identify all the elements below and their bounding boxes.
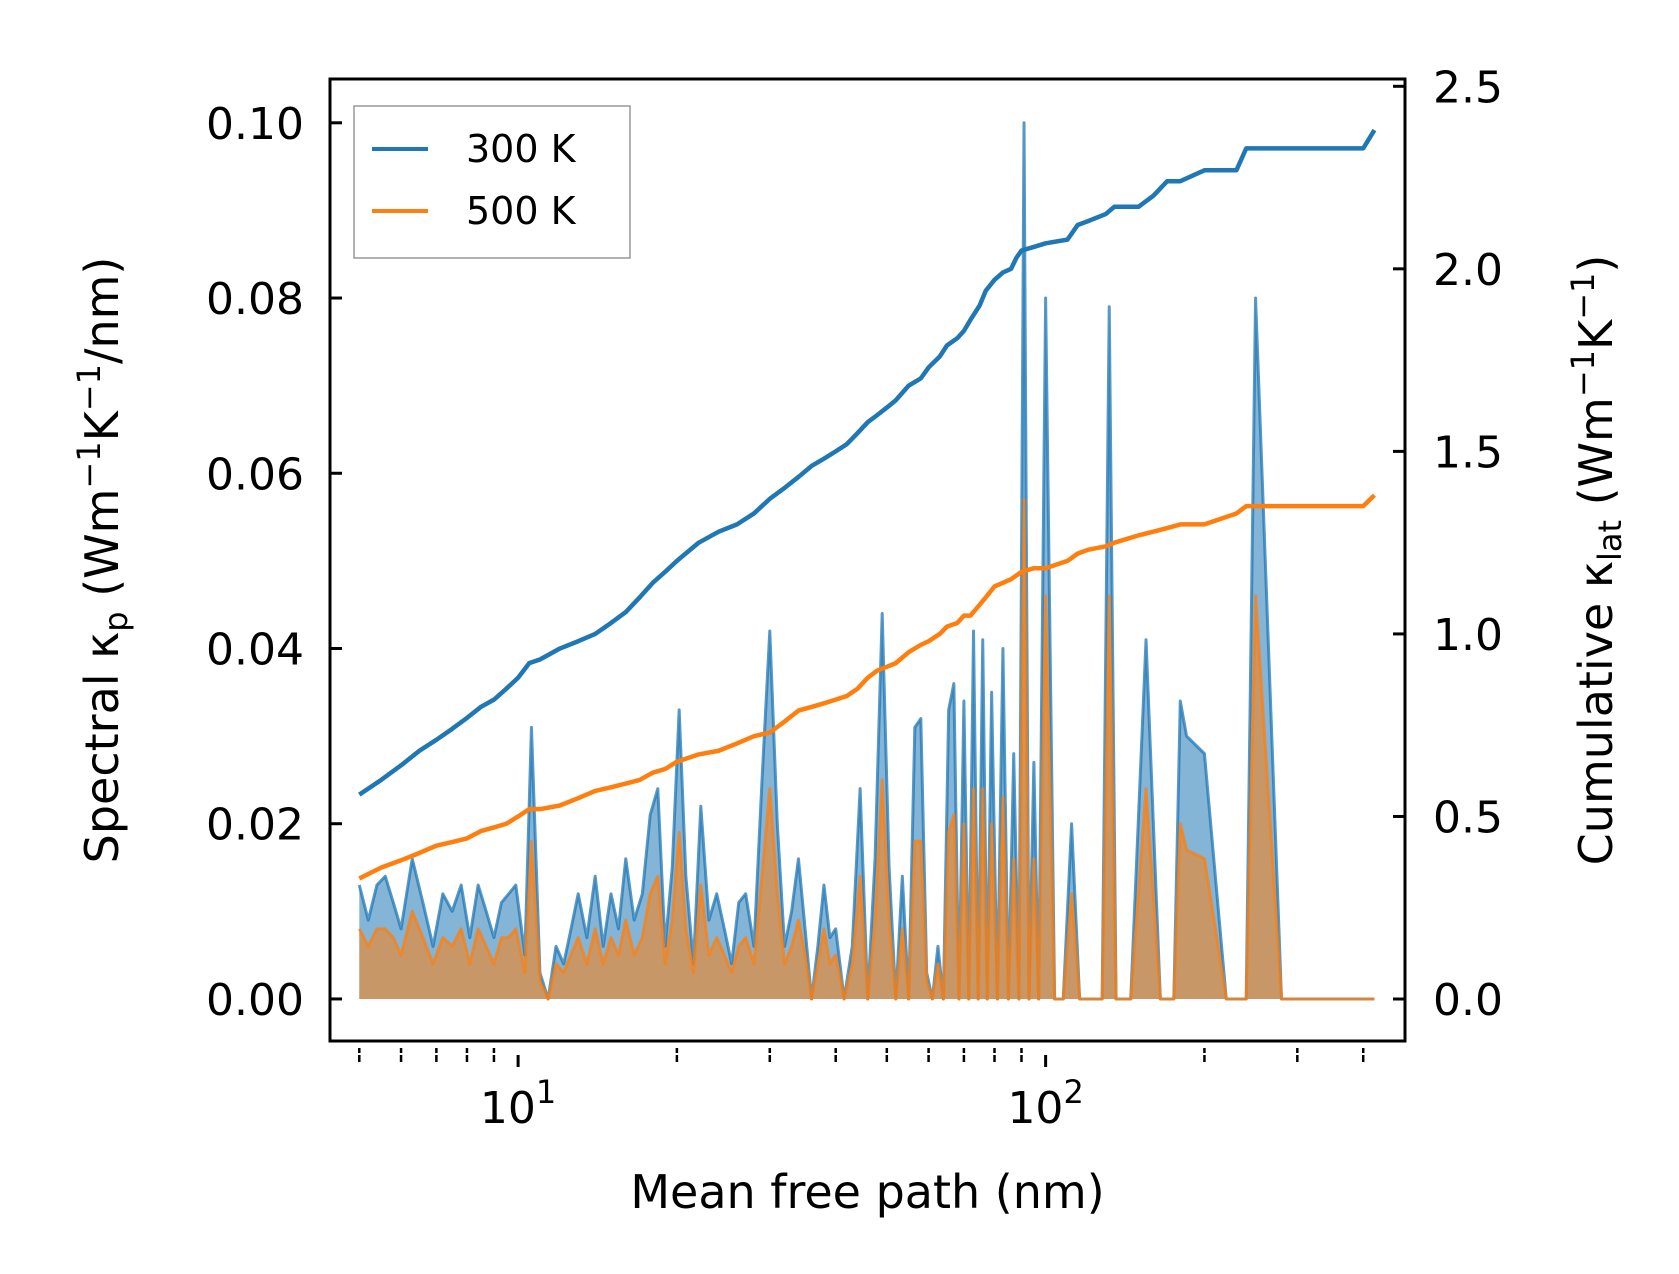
right-y-tick-label: 0.5: [1433, 792, 1503, 843]
right-y-tick-label: 1.0: [1433, 610, 1503, 661]
left-y-tick-label: 0.08: [206, 274, 304, 325]
cumulative-line-500k: [358, 493, 1376, 881]
right-y-axis-title: Cumulative κlat (Wm−1K−1): [1564, 255, 1629, 866]
right-ylabel-suffix: (Wm: [1569, 397, 1623, 520]
right-y-tick-label: 2.5: [1433, 62, 1503, 113]
legend-box: [353, 105, 631, 259]
plot-area: [328, 77, 1407, 1067]
left-y-tick-label: 0.00: [206, 975, 304, 1026]
spectral-fills: [357, 121, 1375, 1001]
left-y-axis-title: Spectral κp (Wm−1K−1/nm): [70, 257, 135, 864]
x-axis-title: Mean free path (nm): [630, 1165, 1104, 1219]
left-ylabel-end: /nm): [75, 257, 129, 364]
right-ylabel-sup1: −1: [1564, 350, 1602, 397]
left-ylabel-mid: K: [75, 409, 129, 441]
x-tick-label: 101: [480, 1073, 556, 1134]
legend-label-500k: 500 K: [466, 189, 577, 233]
legend: 300 K 500 K: [353, 105, 631, 259]
right-y-tick-label: 0.0: [1433, 975, 1503, 1026]
left-y-tick-label: 0.02: [206, 800, 304, 851]
x-tick-label: 102: [1007, 1073, 1083, 1134]
right-ylabel-mid: K: [1569, 318, 1623, 350]
right-ylabel-prefix: Cumulative κ: [1569, 561, 1623, 865]
left-y-tick-label: 0.10: [206, 99, 304, 150]
cumulative-line-300k: [358, 128, 1377, 797]
right-y-tick-label: 2.0: [1433, 245, 1503, 296]
axis-ticks: [330, 84, 1405, 1067]
right-ylabel-sup2: −1: [1564, 273, 1602, 320]
cumulative-lines: [358, 128, 1377, 881]
left-ylabel-sup1: −1: [70, 441, 108, 488]
right-ylabel-end: ): [1569, 255, 1623, 273]
axes-frame: [328, 77, 1407, 1043]
left-ylabel-sup2: −1: [70, 364, 108, 411]
left-ylabel-prefix: Spectral κ: [75, 632, 129, 864]
x-tick-label-base: 10: [480, 1083, 536, 1134]
x-tick-label-exponent: 1: [536, 1073, 556, 1111]
x-tick-label-exponent: 2: [1063, 1073, 1083, 1111]
left-y-tick-label: 0.06: [206, 449, 304, 500]
right-y-tick-label: 1.5: [1433, 427, 1503, 478]
left-ylabel-sub: p: [97, 611, 135, 631]
right-ylabel-sub: lat: [1591, 520, 1629, 561]
legend-label-300k: 300 K: [466, 127, 577, 171]
spectral-line-500k: [357, 498, 1375, 1001]
x-tick-label-base: 10: [1007, 1083, 1063, 1134]
left-y-tick-label: 0.04: [206, 624, 304, 675]
spectral-fill-500k: [359, 499, 1375, 999]
left-ylabel-suffix: (Wm: [75, 489, 129, 612]
